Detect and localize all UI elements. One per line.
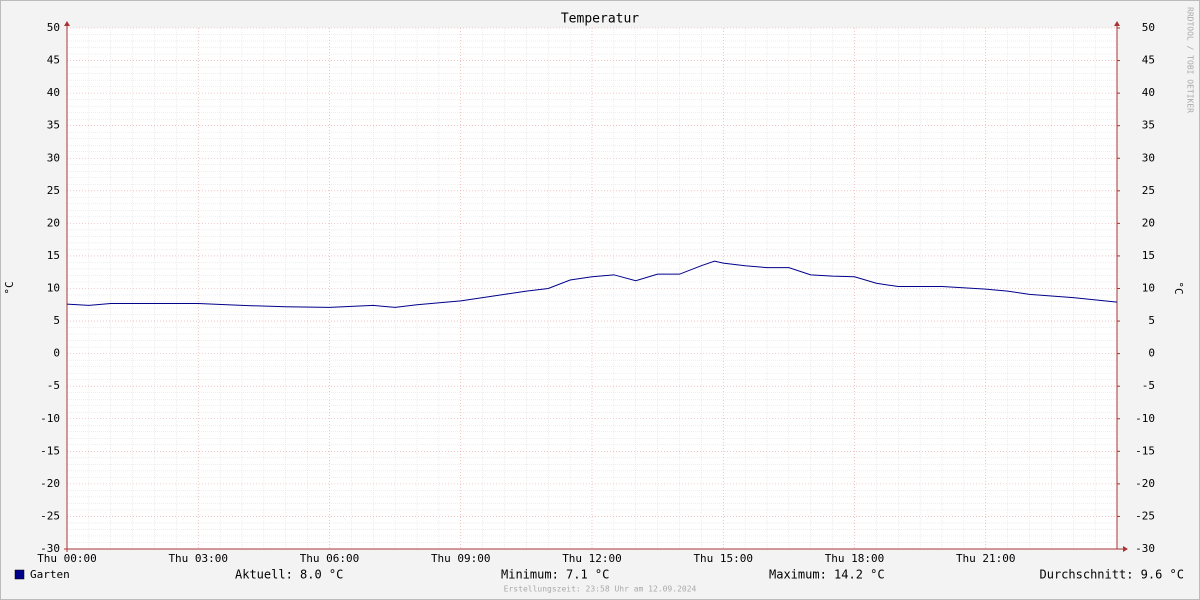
watermark: RRDTOOL / TOBI OETIKER	[1186, 7, 1195, 113]
y-tick-label: -10	[40, 412, 60, 425]
y2-tick-label: -25	[1135, 509, 1155, 522]
y2-axis-label: °C	[1172, 281, 1185, 294]
y-tick-label: -5	[47, 379, 60, 392]
y-tick-label: -25	[40, 509, 60, 522]
y2-tick-label: 40	[1142, 86, 1155, 99]
y-tick-label: 35	[47, 119, 60, 132]
y2-tick-label: -30	[1135, 542, 1155, 555]
footer: Erstellungszeit: 23:58 Uhr am 12.09.2024	[504, 585, 697, 594]
x-tick-label: Thu 15:00	[693, 552, 753, 565]
y2-tick-label: 10	[1142, 282, 1155, 295]
axis-arrow	[1123, 546, 1128, 552]
data-line	[66, 260, 1118, 308]
y2-tick-label: -15	[1135, 444, 1155, 457]
x-tick-label: Thu 18:00	[825, 552, 885, 565]
y-tick-label: 40	[47, 86, 60, 99]
y2-tick-label: -5	[1142, 379, 1155, 392]
y-tick-label: 45	[47, 54, 60, 67]
x-tick-label: Thu 21:00	[956, 552, 1016, 565]
x-tick-label: Thu 09:00	[431, 552, 491, 565]
axis-arrow	[1114, 21, 1120, 26]
y2-tick-label: -10	[1135, 412, 1155, 425]
y2-tick-label: 35	[1142, 119, 1155, 132]
x-tick-label: Thu 03:00	[168, 552, 228, 565]
y-tick-label: 20	[47, 216, 60, 229]
y-tick-label: 50	[47, 21, 60, 34]
y-tick-label: 25	[47, 184, 60, 197]
legend-stat: Maximum: 14.2 °C	[769, 568, 885, 582]
y-tick-label: 0	[53, 347, 60, 360]
y2-tick-label: 5	[1148, 314, 1155, 327]
y-tick-label: 5	[53, 314, 60, 327]
y2-tick-label: 15	[1142, 249, 1155, 262]
y2-tick-label: 0	[1148, 347, 1155, 360]
y2-tick-label: 45	[1142, 54, 1155, 67]
y2-tick-label: 25	[1142, 184, 1155, 197]
y-tick-label: -20	[40, 477, 60, 490]
chart-title: Temperatur	[561, 12, 639, 27]
legend-stat: Minimum: 7.1 °C	[501, 568, 609, 582]
x-tick-label: Thu 06:00	[300, 552, 360, 565]
y2-tick-label: -20	[1135, 477, 1155, 490]
y-tick-label: 15	[47, 249, 60, 262]
y-axis-label: °C	[3, 281, 16, 294]
axis-arrow	[64, 21, 70, 26]
legend-stat: Durchschnitt: 9.6 °C	[1040, 568, 1185, 582]
y-tick-label: -15	[40, 444, 60, 457]
legend-label: Garten	[30, 568, 70, 581]
y2-tick-label: 50	[1142, 21, 1155, 34]
y2-tick-label: 20	[1142, 216, 1155, 229]
x-tick-label: Thu 12:00	[562, 552, 622, 565]
y2-tick-label: 30	[1142, 151, 1155, 164]
y-tick-label: 30	[47, 151, 60, 164]
legend-stat: Aktuell: 8.0 °C	[235, 568, 343, 582]
y-tick-label: -30	[40, 542, 60, 555]
x-tick-label: Thu 00:00	[37, 552, 97, 565]
legend-swatch	[14, 569, 25, 580]
y-tick-label: 10	[47, 282, 60, 295]
